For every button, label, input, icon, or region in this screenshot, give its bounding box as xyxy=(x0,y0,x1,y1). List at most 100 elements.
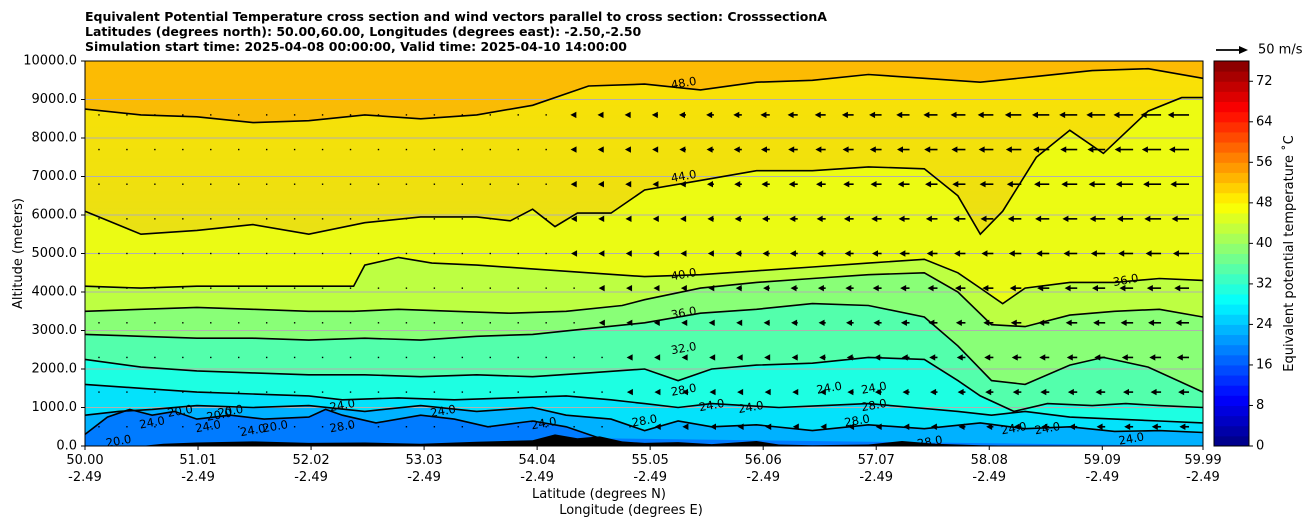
colorbar-band xyxy=(1214,202,1249,214)
wind-vector xyxy=(349,218,352,220)
x-tick-lon: -2.49 xyxy=(1186,470,1220,485)
wind-vector-head xyxy=(841,111,848,119)
colorbar-band xyxy=(1214,182,1249,194)
wind-vector-head xyxy=(706,181,713,188)
wind-vector-head xyxy=(653,319,660,326)
wind-vector-head xyxy=(788,146,795,153)
wind-vector xyxy=(265,356,268,359)
wind-vector-head xyxy=(626,284,633,292)
wind-vector-head xyxy=(898,215,905,223)
wind-vector-head xyxy=(709,388,716,396)
wind-vector-head xyxy=(733,146,740,153)
wind-vector xyxy=(489,391,491,393)
wind-vector xyxy=(98,356,100,359)
wind-vector xyxy=(182,426,184,428)
wind-vector-head xyxy=(1140,111,1147,119)
wind-vector xyxy=(182,218,184,220)
contour-label: 24.0 xyxy=(1000,419,1028,437)
colorbar-band xyxy=(1214,81,1249,92)
x-tick-lon: -2.49 xyxy=(633,470,667,485)
wind-vector xyxy=(517,287,519,289)
wind-vector-head xyxy=(1172,250,1179,257)
wind-vector-head xyxy=(869,111,876,119)
wind-vector xyxy=(377,148,380,151)
wind-vector-head xyxy=(1174,284,1181,292)
contour-label: 28.0 xyxy=(843,411,871,429)
wind-vector-head xyxy=(654,354,661,361)
wind-vector xyxy=(545,426,547,428)
contour-label: 24.0 xyxy=(737,398,765,416)
wind-vector xyxy=(321,356,324,359)
wind-vector xyxy=(182,183,184,185)
x-tick-lon: -2.49 xyxy=(520,470,554,485)
wind-vector-head xyxy=(846,319,853,326)
wind-vector xyxy=(321,148,324,151)
contour-labels: 48.044.040.036.032.028.024.024.0 24.024.0… xyxy=(105,74,1145,446)
wind-vector xyxy=(573,391,575,393)
wind-vector-head xyxy=(680,250,687,257)
colorbar-band xyxy=(1214,192,1249,204)
wind-vector-head xyxy=(954,284,961,292)
wind-vector-head xyxy=(874,354,881,361)
wind-vector xyxy=(433,287,436,289)
colorbar-tick-label: 64 xyxy=(1256,114,1273,129)
wind-vector-head xyxy=(871,215,878,223)
contour-label: 24.0 xyxy=(194,417,222,435)
wind-vector-head xyxy=(1090,250,1097,257)
wind-vector xyxy=(349,391,352,393)
wind-vector-head xyxy=(570,215,577,223)
terrain xyxy=(85,434,1203,446)
wind-vector xyxy=(98,322,100,324)
wind-vector xyxy=(545,148,547,151)
x-tick-lon: -2.49 xyxy=(181,470,215,485)
wind-vector-head xyxy=(764,388,771,396)
contour-label: 24.0 xyxy=(530,414,558,432)
wind-vector-head xyxy=(1095,388,1102,396)
wind-vector-head xyxy=(956,354,963,361)
colorbar-band xyxy=(1214,223,1249,234)
wind-vector-head xyxy=(1119,284,1126,292)
wind-vector xyxy=(182,148,184,151)
wind-vector-head xyxy=(624,146,631,153)
wind-vector-head xyxy=(1093,319,1100,326)
wind-vector-head xyxy=(1141,146,1148,153)
wind-vector-head xyxy=(1063,250,1070,257)
wind-vector-head xyxy=(682,423,689,430)
wind-vector-head xyxy=(930,423,937,430)
contour-label: 24.0 xyxy=(1034,419,1062,437)
wind-vector xyxy=(238,391,240,393)
wind-vector-head xyxy=(1041,423,1048,430)
wind-vector xyxy=(321,322,324,324)
wind-vector xyxy=(238,183,240,185)
y-tick-label: 5000.0 xyxy=(32,246,78,261)
colorbar-tick-label: 32 xyxy=(1256,276,1273,291)
wind-vector-head xyxy=(981,250,988,257)
wind-vector-head xyxy=(903,423,910,430)
wind-vector-head xyxy=(1092,284,1099,292)
wind-vector xyxy=(210,183,212,185)
x-tick-lat: 52.02 xyxy=(292,453,329,468)
colorbar-band xyxy=(1214,91,1249,103)
wind-vector xyxy=(377,218,380,220)
wind-vector-head xyxy=(1114,146,1121,153)
wind-vector-head xyxy=(818,319,825,326)
wind-vector-head xyxy=(951,146,958,153)
wind-vector-head xyxy=(598,250,605,257)
wind-vector-head xyxy=(815,146,822,153)
title-line-2: Latitudes (degrees north): 50.00,60.00, … xyxy=(85,24,642,39)
wind-vector-head xyxy=(1037,284,1044,292)
wind-vector-head xyxy=(1005,146,1012,153)
wind-vector xyxy=(210,252,212,255)
wind-vector-head xyxy=(1031,111,1038,119)
contour-label: 28.0 xyxy=(631,411,659,429)
wind-vector xyxy=(182,356,184,359)
colorbar-frame xyxy=(1213,60,1250,447)
wind-vector xyxy=(573,322,575,324)
wind-vector xyxy=(545,218,547,220)
wind-vector-head xyxy=(654,423,661,430)
wind-vector xyxy=(601,391,603,393)
wind-vector-head xyxy=(652,215,659,223)
wind-vector xyxy=(629,426,631,428)
wind-vector xyxy=(98,426,100,428)
x-tick-lon: -2.49 xyxy=(294,470,328,485)
